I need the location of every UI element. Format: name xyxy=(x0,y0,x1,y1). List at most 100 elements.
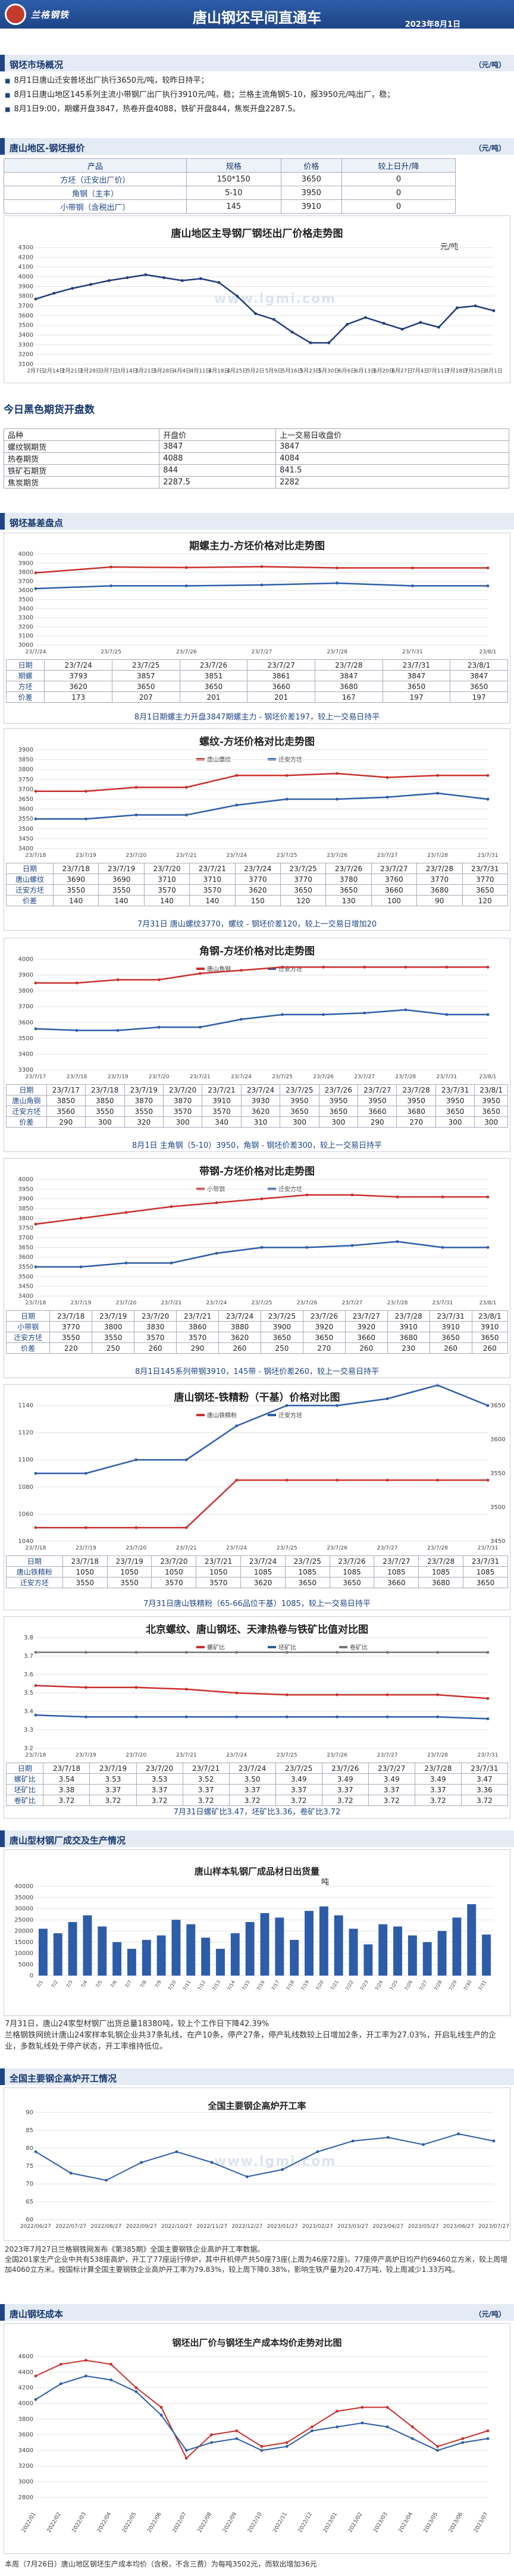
y-tick-label: 3850 xyxy=(18,757,33,763)
y-tick-label: 3300 xyxy=(18,615,33,621)
rate-line-point xyxy=(386,2136,390,2139)
table-cell: 3950 xyxy=(358,1095,397,1106)
table-cell: 150*150 xyxy=(186,172,281,186)
x-tick-label: 23/7/27 xyxy=(377,1545,398,1551)
rate-line-point xyxy=(351,2139,355,2143)
x-tick-label: 23/7/24 xyxy=(26,649,46,655)
y-tick-label: 3400 xyxy=(18,1051,33,1057)
y-tick-label: 3900 xyxy=(18,972,33,979)
rate-line-point xyxy=(34,2150,37,2154)
chart-title: 唐山钢坯-铁精粉（干基）价格对比图 xyxy=(174,1392,340,1404)
series-line-point xyxy=(386,2425,389,2428)
series-line-point xyxy=(410,566,414,569)
x-tick-label: 23/7/25 xyxy=(277,1752,297,1758)
series-line-point xyxy=(386,1651,389,1654)
series-line-point xyxy=(215,1251,218,1255)
y-tick-label: 3550 xyxy=(18,1264,33,1270)
table-cell: 3851 xyxy=(179,670,248,681)
series-line-point xyxy=(235,1715,239,1719)
table-cell: 23/7/19 xyxy=(106,1555,152,1567)
price-table: 产品 规格 价格 较上日升/降 方坯（迁安出厂价） 150*150 3650 0 角钢… xyxy=(4,158,456,214)
data-table: 日期 23/7/24 23/7/25 23/7/26 23/7/27 23/7/28 23/… xyxy=(5,659,508,703)
series-line-point xyxy=(34,790,37,793)
table-cell: 3650 xyxy=(179,681,248,692)
table-cell: 3570 xyxy=(151,1577,197,1588)
table-cell: 23/7/31 xyxy=(382,659,451,671)
y-tick-label: 3100 xyxy=(18,361,33,368)
x-tick-label: 23/7/24 xyxy=(226,853,247,859)
table-cell: 4084 xyxy=(275,452,509,465)
series-line-point xyxy=(436,774,439,777)
series-line xyxy=(36,772,488,792)
table-cell: 价差 xyxy=(5,691,45,703)
x-tick-label: 23/7/21 xyxy=(190,1074,211,1080)
table-cell: 日期 xyxy=(5,659,45,671)
bar xyxy=(349,1929,358,1976)
x-tick-label: 5月9日 xyxy=(265,368,283,374)
bar xyxy=(127,1949,136,1976)
market-bullet: 8月1日唐山迁安普坯出厂执行3650元/吨，较昨日持平； xyxy=(5,75,504,87)
series-line-point xyxy=(285,2444,289,2448)
series-line-point xyxy=(198,972,202,975)
table-cell: 3650 xyxy=(280,172,343,186)
table-cell: 260 xyxy=(429,1342,472,1354)
x-tick-label: 5月16日 xyxy=(282,368,303,374)
table-cell: 3880 xyxy=(218,1321,261,1332)
y-tick-label: 90 xyxy=(26,2109,33,2116)
x-tick-label: 23/7/19 xyxy=(76,1752,96,1758)
series-line-point xyxy=(34,1526,37,1529)
series-line-point xyxy=(109,584,113,587)
series-line-point xyxy=(260,1197,264,1201)
x-tick-label: 23/7/28 xyxy=(427,1752,448,1758)
series-line-point xyxy=(436,1479,439,1482)
series-line-point xyxy=(215,1201,218,1204)
bar xyxy=(452,1917,462,1976)
chart-frame xyxy=(4,1158,510,1378)
series-line-point xyxy=(486,797,490,801)
x-tick-label: 23/7/21 xyxy=(176,853,197,859)
table-cell: 23/7/28 xyxy=(416,863,463,874)
series-line-point xyxy=(184,2456,188,2460)
y-tick-label: 3800 xyxy=(18,569,33,576)
table-cell: 3950 xyxy=(474,1095,508,1106)
chart-frame xyxy=(4,2323,510,2554)
table-cell: 3847 xyxy=(275,440,509,453)
table-cell: 260 xyxy=(218,1342,261,1354)
table-cell: 23/7/25 xyxy=(280,1084,319,1095)
table-cell: 3650 xyxy=(260,1332,303,1343)
legend-label: 卷矿比 xyxy=(350,1644,368,1651)
chart-frame xyxy=(4,1384,510,1610)
x-tick-label: 23/7/27 xyxy=(252,649,272,655)
x-tick-label: 23/7/19 xyxy=(76,1545,96,1551)
y-tick-label: 3900 xyxy=(18,560,33,566)
series-line-point xyxy=(134,1686,138,1689)
section-unit: （元/吨） xyxy=(474,2310,506,2318)
x-tick-label: 23/7/28 xyxy=(395,1074,416,1080)
y-tick-label: 3300 xyxy=(18,1067,33,1073)
table-cell: 23/7/26 xyxy=(179,659,248,671)
series-line-point xyxy=(486,1697,490,1700)
table-cell: 3870 xyxy=(162,1095,203,1106)
x-tick-label: 23/7/31 xyxy=(437,1074,457,1080)
table-row: 日期 23/7/18 23/7/19 23/7/20 23/7/21 23/7/24 23/… xyxy=(5,1763,509,1774)
table-cell: 0 xyxy=(341,199,456,214)
x-tick-label: 6月27日 xyxy=(391,368,412,374)
chart-caption: 8月1日145系列带钢3910，145带 - 钢坯价差260，较上一交易日持平 xyxy=(134,1367,380,1376)
price-line-point xyxy=(346,323,349,326)
table-cell: 3857 xyxy=(111,670,180,681)
table-cell: 3770 xyxy=(462,874,509,885)
legend-swatch xyxy=(339,1646,347,1648)
table-cell: 3.37 xyxy=(321,1784,369,1795)
rate-line-point xyxy=(422,2143,425,2146)
rate-line xyxy=(35,2133,494,2181)
table-cell: 唐山铁精粉 xyxy=(6,1566,63,1577)
chart-frame xyxy=(4,2087,510,2241)
table-cell: 3550 xyxy=(49,1332,93,1343)
table-header: 上一交易日收盘价 xyxy=(275,428,509,441)
table-cell: 唐山螺纹 xyxy=(6,874,54,885)
x-tick-label: 23/7/24 xyxy=(226,1752,247,1758)
chart-frame xyxy=(4,215,510,383)
series-line-point xyxy=(184,1688,188,1691)
y-tick-label: 5000 xyxy=(18,1961,33,1968)
y-tick-label: 3600 xyxy=(18,1254,33,1261)
